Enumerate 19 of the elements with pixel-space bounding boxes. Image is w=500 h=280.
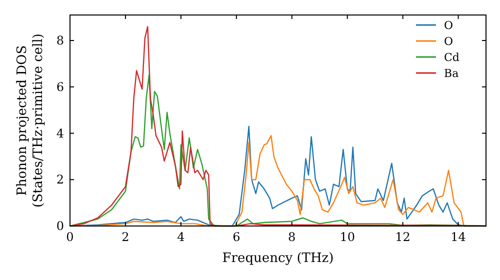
y-tick-label: 0 xyxy=(56,219,64,233)
legend-label: Ba xyxy=(444,67,460,80)
x-tick-label: 6 xyxy=(232,230,240,244)
x-axis-title: Frequency (THz) xyxy=(222,251,334,266)
x-tick-label: 10 xyxy=(340,230,355,244)
y-axis-title: Phonon projected DOS (States/THz·primitive cell) xyxy=(15,33,46,208)
legend-label: O xyxy=(444,19,454,32)
legend-label: Cd xyxy=(444,51,460,64)
x-tick-label: 12 xyxy=(395,230,410,244)
x-tick-label: 0 xyxy=(66,230,74,244)
y-tick-label: 2 xyxy=(56,172,64,187)
y-tick-label: 4 xyxy=(56,126,64,140)
legend-label: O xyxy=(444,35,454,48)
x-tick-label: 14 xyxy=(450,230,466,244)
y-tick-label: 8 xyxy=(56,34,64,48)
y-tick-label: 6 xyxy=(56,80,64,94)
x-tick-label: 2 xyxy=(122,230,130,244)
x-tick-label: 8 xyxy=(288,230,296,244)
x-tick-label: 4 xyxy=(177,230,186,244)
